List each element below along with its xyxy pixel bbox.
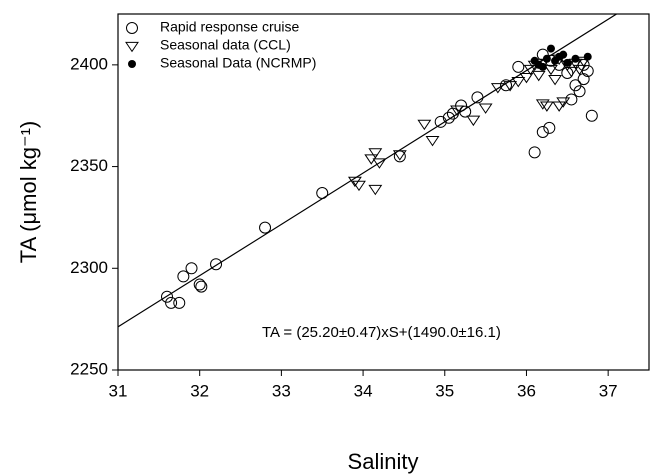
point [542,54,551,63]
legend-marker [128,60,136,68]
x-tick-label: 36 [517,381,536,400]
point [512,60,525,73]
point [536,48,549,61]
point [552,101,567,112]
point [571,54,580,63]
point [576,56,591,68]
point [548,74,562,86]
y-tick-label: 2350 [70,156,108,175]
point [161,290,174,303]
y-axis-label: TA (μmol kg⁻¹) [16,121,41,263]
point [546,44,555,53]
point [368,184,383,196]
point [511,77,526,88]
point [564,66,579,78]
plot-area [118,14,618,328]
y-tick-label: 2400 [70,54,108,73]
point [523,64,538,76]
point [478,103,493,114]
regression-equation: TA = (25.20±0.47)xS+(1490.0±16.1) [262,324,501,341]
x-tick-label: 35 [435,381,454,400]
point [392,150,407,161]
point [565,93,578,106]
point [519,72,534,84]
point [559,50,568,59]
point [434,115,447,128]
point [450,105,464,116]
legend-label: Seasonal data (CCL) [160,37,291,53]
point [528,146,541,159]
point [372,158,387,169]
point [503,81,518,92]
x-tick-label: 31 [109,381,128,400]
point [173,296,186,309]
legend-marker [125,41,139,53]
point [583,52,592,61]
point [577,73,590,86]
point [556,97,571,108]
point [259,221,272,234]
x-tick-label: 34 [354,381,373,400]
point [471,91,484,104]
point [573,85,586,98]
x-tick-label: 32 [190,381,209,400]
point [500,79,513,92]
x-tick-label: 37 [599,381,618,400]
point [193,278,206,291]
regression-line [118,14,618,328]
point [563,58,572,67]
point [165,296,178,309]
x-axis-label: Salinity [348,449,419,474]
point [531,70,546,82]
plot-frame [117,13,650,371]
point [352,180,366,192]
y-tick-label: 2300 [70,258,108,277]
x-tick-label: 33 [272,381,291,400]
legend-label: Seasonal Data (NCRMP) [160,55,316,71]
point [536,125,549,138]
point [490,83,505,94]
point [417,119,432,131]
y-tick-label: 2250 [70,359,108,378]
point [572,64,587,76]
point [466,115,481,127]
legend-marker [126,22,138,34]
point [442,111,455,124]
point [538,62,547,71]
point [535,99,550,110]
point [316,187,329,200]
point [425,136,440,147]
point [185,262,198,275]
point [177,270,190,283]
point [585,109,598,122]
point [539,101,554,112]
point [195,280,208,293]
point [544,64,558,76]
point [543,121,556,134]
point [210,258,223,271]
point [368,148,383,159]
point [569,79,582,92]
legend-label: Rapid response cruise [160,19,300,35]
